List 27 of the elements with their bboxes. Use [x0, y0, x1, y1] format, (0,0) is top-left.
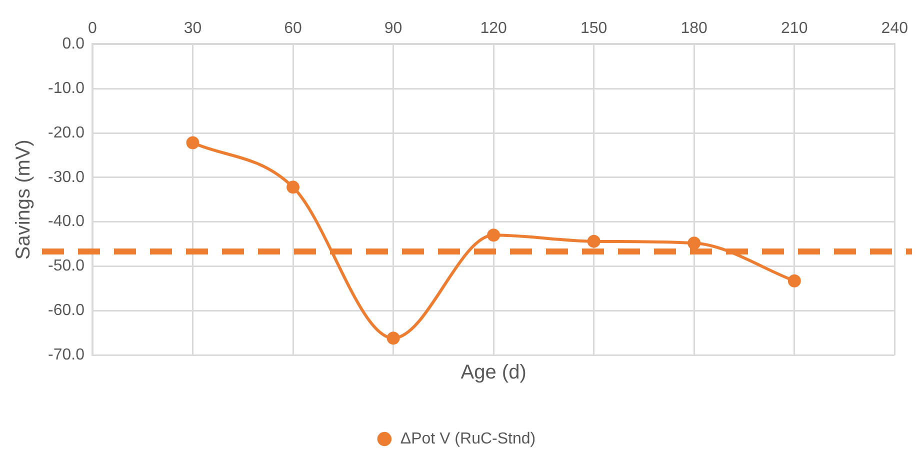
x-tick-label: 30 — [184, 20, 202, 38]
y-tick-label: -30.0 — [48, 168, 85, 186]
x-tick-label: 0 — [88, 20, 98, 38]
x-tick-label: 240 — [881, 20, 908, 38]
y-tick-label: -70.0 — [48, 346, 85, 364]
point — [386, 332, 400, 345]
point — [688, 236, 701, 250]
legend-label: ΔPot V (RuC-Stnd) — [400, 430, 536, 448]
point — [186, 136, 200, 150]
y-tick-label: -40.0 — [48, 213, 85, 230]
point — [788, 274, 801, 288]
y-tick-label: -60.0 — [48, 302, 85, 320]
point — [487, 228, 500, 242]
x-tick-label: 210 — [781, 20, 808, 38]
x-tick-label: 150 — [580, 20, 608, 38]
point — [587, 234, 600, 248]
y-tick-label: -20.0 — [48, 124, 85, 142]
y-axis-title: Savings (mV) — [12, 140, 35, 260]
x-tick-label: 120 — [480, 20, 508, 38]
x-tick-label: 60 — [284, 20, 302, 38]
x-tick-label: 90 — [384, 20, 402, 38]
y-tick-label: 0.0 — [62, 36, 85, 53]
y-tick-label: -10.0 — [48, 80, 85, 98]
x-tick-label: 180 — [680, 20, 708, 38]
y-tick-label: -50.0 — [48, 258, 85, 275]
x-axis-title: Age (d) — [460, 362, 526, 384]
point — [286, 180, 300, 194]
